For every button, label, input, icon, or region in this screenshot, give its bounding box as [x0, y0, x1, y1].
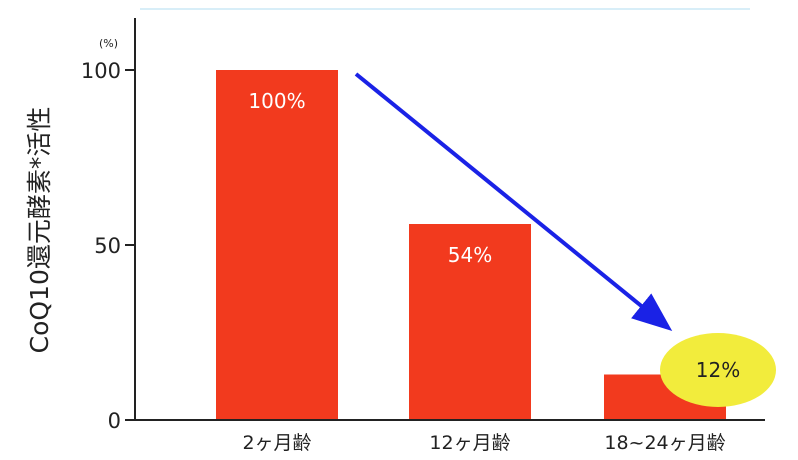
- decline-arrow: [354, 72, 673, 332]
- y-tick-label-100: 100: [81, 59, 121, 83]
- callout-label: 12%: [696, 358, 740, 382]
- x-category-label-3: 18~24ヶ月齢: [604, 432, 725, 454]
- x-category-label-2: 12ヶ月齢: [429, 432, 510, 454]
- bars-group: [216, 70, 726, 420]
- bar-labels-group: 100% 54%: [248, 89, 492, 267]
- y-tick-label-0: 0: [108, 409, 121, 433]
- bar-label-1: 100%: [248, 89, 305, 113]
- x-category-label-1: 2ヶ月齢: [242, 432, 311, 454]
- bar-1: [216, 70, 338, 420]
- callout-ellipse: [660, 333, 776, 407]
- x-labels-group: 2ヶ月齢 12ヶ月齢 18~24ヶ月齢: [242, 432, 725, 454]
- y-tick-label-50: 50: [94, 234, 121, 258]
- y-axis-label: CoQ10還元酵素*活性: [25, 107, 54, 354]
- y-ticks-group: 0 50 100: [81, 59, 135, 433]
- bar-label-2: 54%: [448, 243, 492, 267]
- callout-group: 12%: [660, 333, 776, 407]
- y-axis-unit: (%): [99, 37, 118, 50]
- bar-2: [409, 224, 531, 420]
